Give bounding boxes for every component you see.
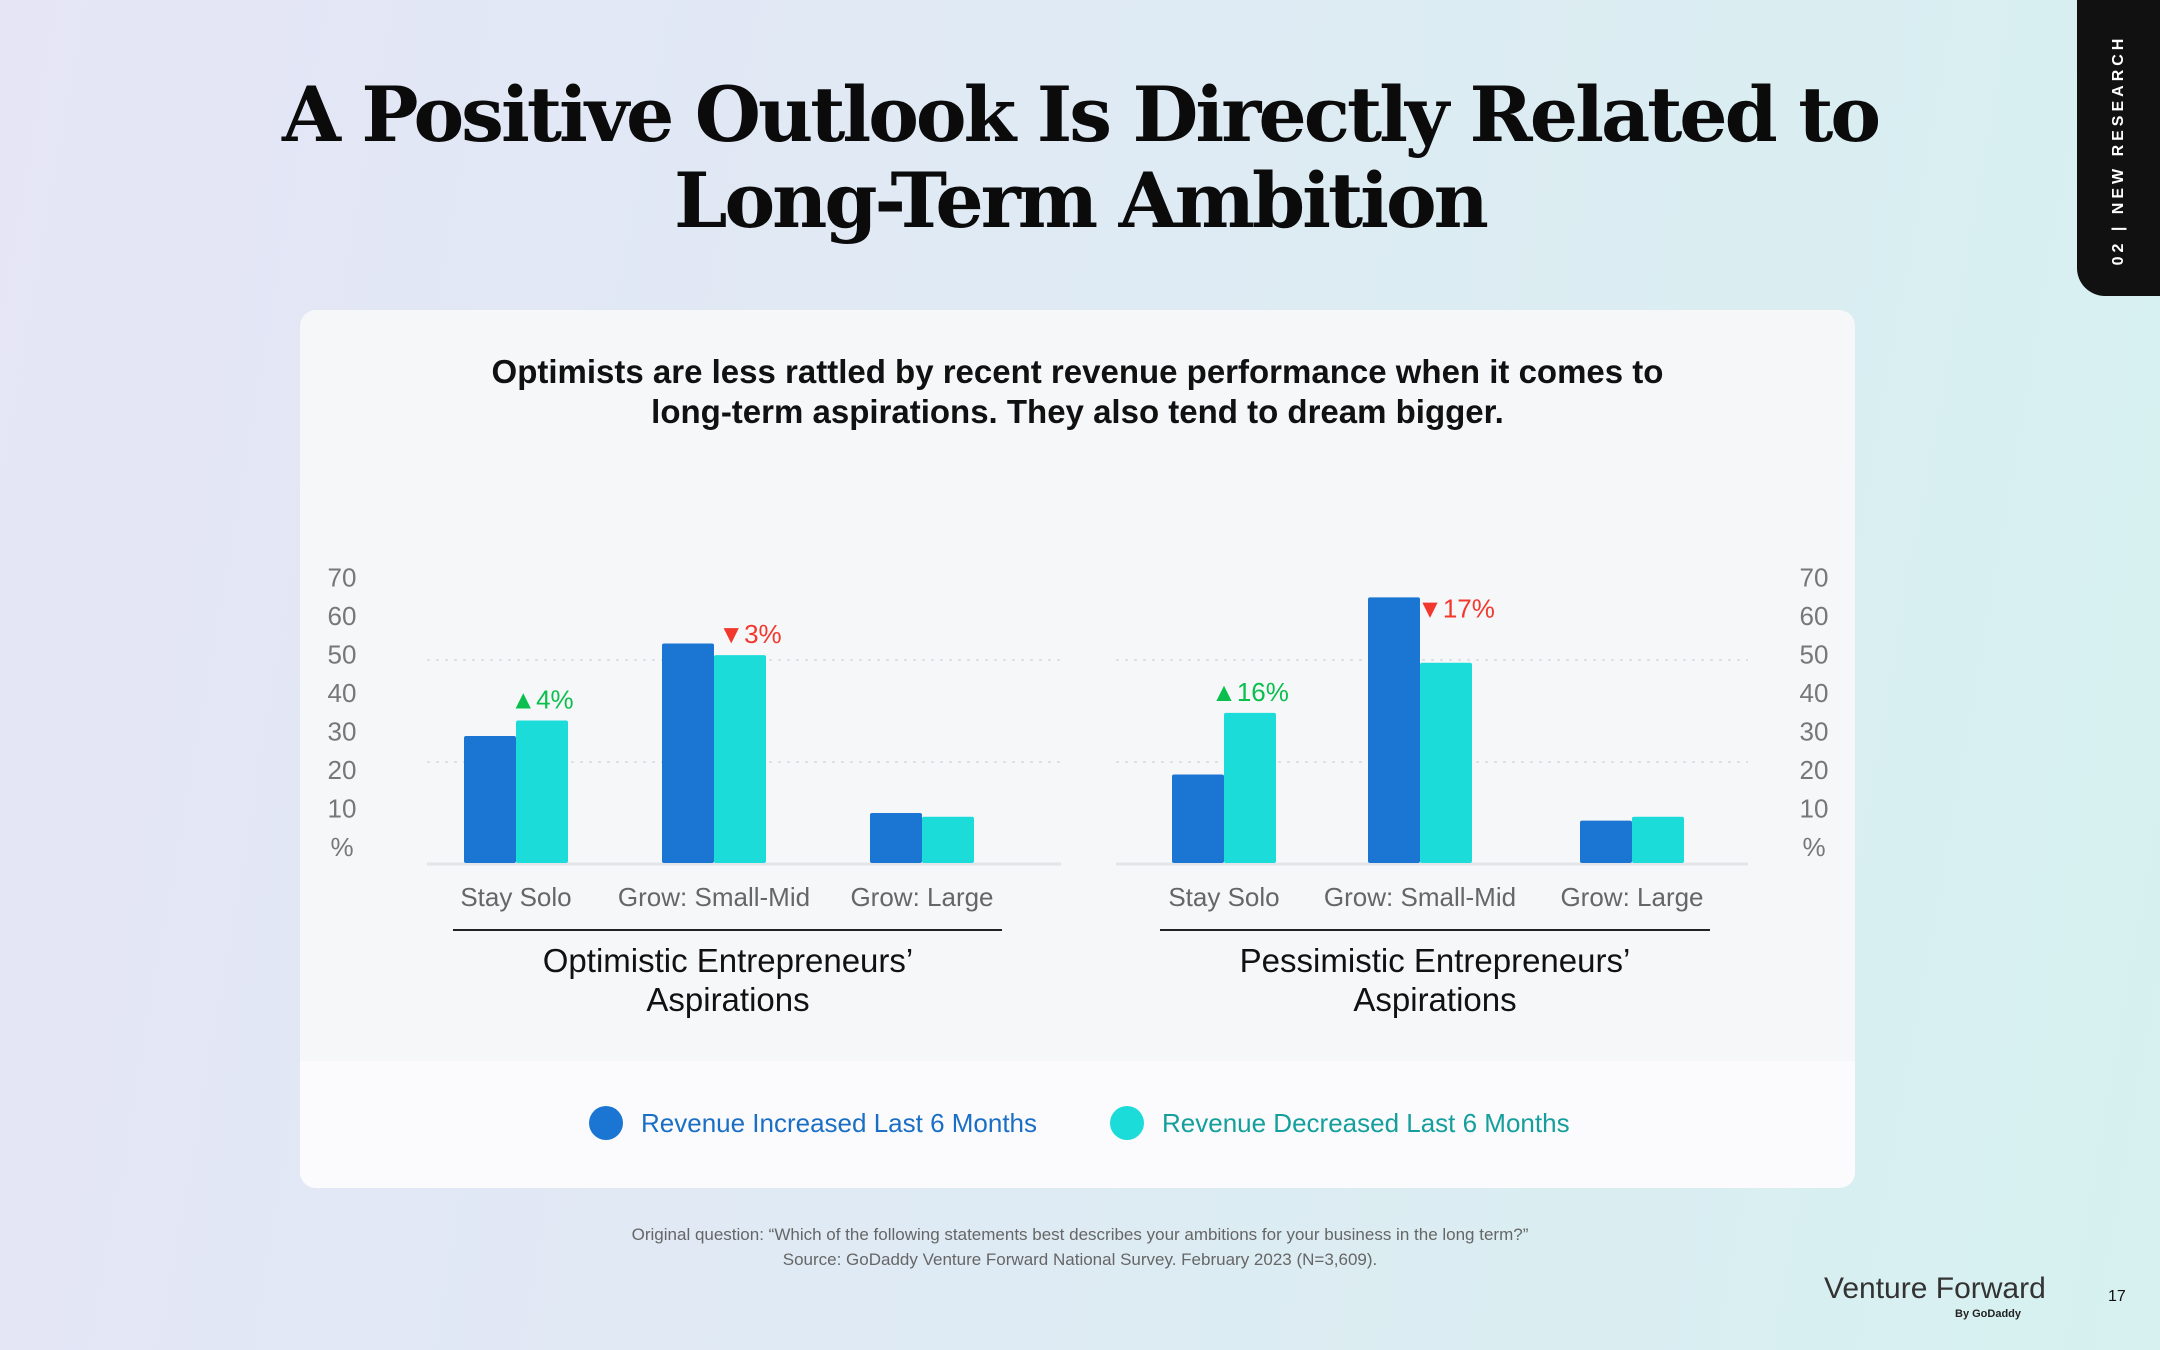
y-tick-label: 20 — [328, 755, 357, 785]
y-tick-label: 70 — [1800, 563, 1829, 593]
bar-decreased — [1224, 712, 1276, 863]
y-tick-label: 40 — [328, 678, 357, 708]
title-line: Long-Term Ambition — [674, 156, 1489, 245]
legend-band — [300, 1061, 1855, 1188]
y-tick-label: % — [330, 832, 353, 862]
legend-label: Revenue Increased Last 6 Months — [641, 1107, 1038, 1138]
bar-increased — [464, 735, 516, 863]
category-label: Grow: Small-Mid — [618, 882, 810, 912]
bar-increased — [1368, 597, 1420, 863]
footnote-question: Original question: “Which of the followi… — [631, 1225, 1529, 1244]
brand-byline: By GoDaddy — [1955, 1308, 2022, 1320]
change-annotation: ▲4% — [510, 685, 573, 715]
y-tick-label: 10 — [328, 794, 357, 824]
change-annotation: ▼17% — [1417, 593, 1495, 623]
chart-card: Optimists are less rattled by recent rev… — [300, 310, 1855, 1188]
bar-decreased — [1420, 662, 1472, 863]
page-number: 17 — [2108, 1288, 2126, 1305]
y-tick-label: 60 — [328, 601, 357, 631]
y-tick-label: % — [1802, 832, 1825, 862]
bar-increased — [662, 643, 714, 863]
legend-item-increased: Revenue Increased Last 6 Months — [589, 1106, 1037, 1140]
y-tick-label: 40 — [1800, 678, 1829, 708]
bar-increased — [1172, 774, 1224, 863]
legend-label: Revenue Decreased Last 6 Months — [1162, 1107, 1570, 1138]
category-label: Grow: Large — [850, 882, 993, 912]
legend-item-decreased: Revenue Decreased Last 6 Months — [1110, 1106, 1570, 1140]
y-tick-label: 60 — [1800, 601, 1829, 631]
y-tick-label: 20 — [1800, 755, 1829, 785]
y-tick-label: 50 — [1800, 640, 1829, 670]
group-title: Aspirations — [646, 981, 809, 1018]
y-tick-label: 30 — [328, 717, 357, 747]
subtitle-line: long-term aspirations. They also tend to… — [651, 393, 1504, 430]
bar-decreased — [516, 720, 568, 863]
legend-swatch-increased — [589, 1106, 623, 1140]
category-label: Grow: Small-Mid — [1324, 882, 1516, 912]
y-tick-label: 50 — [328, 640, 357, 670]
bar-increased — [870, 812, 922, 863]
brand-logo: Venture Forward — [1824, 1272, 2046, 1305]
category-label: Stay Solo — [460, 882, 571, 912]
page-title: A Positive Outlook Is Directly Related t… — [0, 72, 2160, 244]
category-label: Grow: Large — [1560, 882, 1703, 912]
chart-subtitle: Optimists are less rattled by recent rev… — [300, 352, 1855, 432]
legend-swatch-decreased — [1110, 1106, 1144, 1140]
bar-decreased — [714, 655, 766, 863]
y-tick-label: 10 — [1800, 794, 1829, 824]
group-title: Pessimistic Entrepreneurs’ — [1240, 942, 1631, 979]
change-annotation: ▲16% — [1211, 677, 1289, 707]
y-tick-label: 30 — [1800, 717, 1829, 747]
bar-decreased — [1632, 816, 1684, 863]
subtitle-line: Optimists are less rattled by recent rev… — [491, 353, 1664, 390]
footnote: Original question: “Which of the followi… — [0, 1222, 2160, 1272]
category-label: Stay Solo — [1168, 882, 1279, 912]
bar-decreased — [922, 816, 974, 863]
group-title: Aspirations — [1353, 981, 1516, 1018]
change-annotation: ▼3% — [718, 619, 781, 649]
group-title: Optimistic Entrepreneurs’ — [543, 942, 913, 979]
bar-increased — [1580, 820, 1632, 863]
y-tick-label: 70 — [328, 563, 357, 593]
title-line: A Positive Outlook Is Directly Related t… — [281, 70, 1881, 159]
section-tab: 02 | NEW RESEARCH — [2077, 0, 2160, 296]
footnote-source: Source: GoDaddy Venture Forward National… — [782, 1250, 1378, 1269]
